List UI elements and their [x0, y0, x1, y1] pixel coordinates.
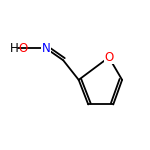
Text: O: O: [18, 42, 28, 55]
Text: O: O: [104, 51, 114, 64]
Text: N: N: [42, 42, 51, 55]
Text: H: H: [10, 42, 18, 55]
